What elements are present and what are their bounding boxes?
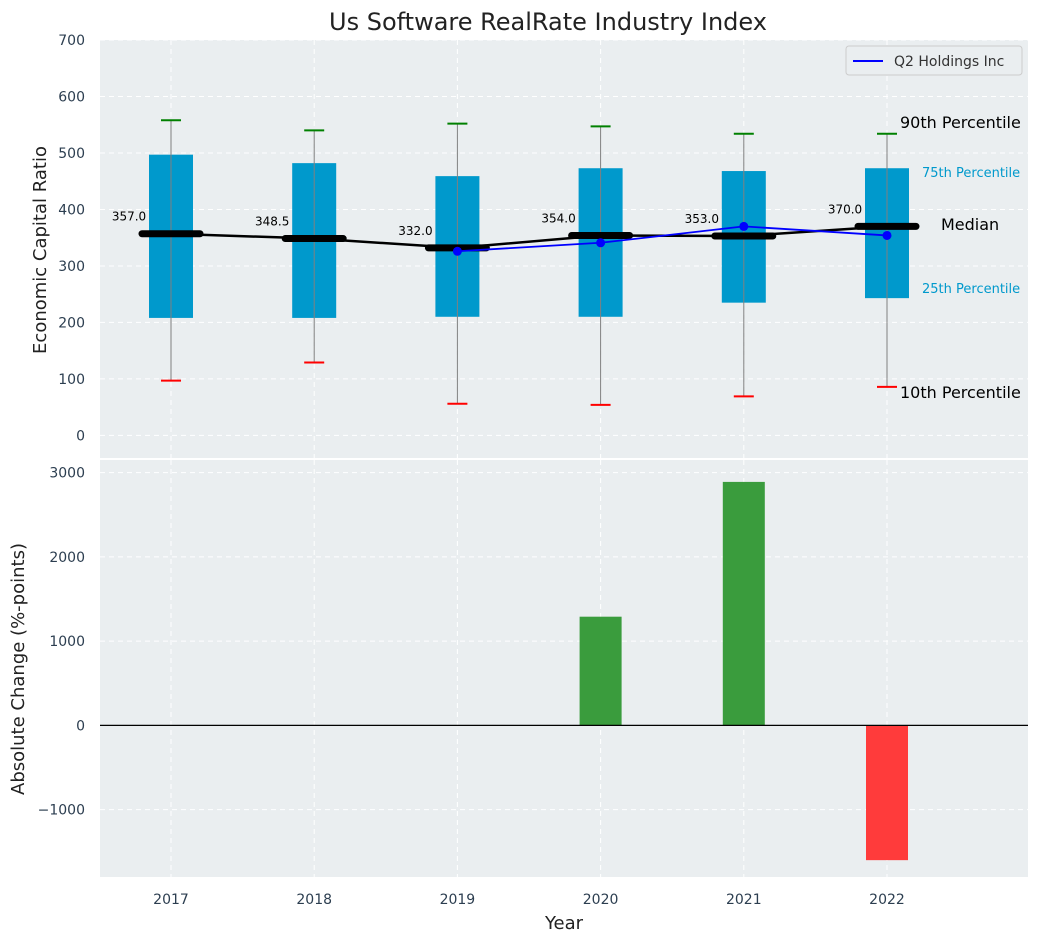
top-y-tick-label: 200 <box>58 315 85 331</box>
line-group <box>170 221 892 256</box>
bottom-y-tick-label: 0 <box>76 718 85 734</box>
change-bar-2020 <box>579 616 622 726</box>
chart-title: Us Software RealRate Industry Index <box>329 8 767 36</box>
top-y-tick-label: 500 <box>58 146 85 162</box>
series-point-2020 <box>596 238 606 248</box>
annotation-p10: 10th Percentile <box>900 383 1021 402</box>
x-tick-label: 2020 <box>583 892 619 908</box>
median-label-2020: 354.0 <box>541 211 575 225</box>
x-axis-label: Year <box>544 913 584 934</box>
median-label-2017: 357.0 <box>112 210 146 224</box>
annotation-p90: 90th Percentile <box>900 113 1021 132</box>
bottom-y-tick-label: 1000 <box>49 634 85 650</box>
annotation-p75: 75th Percentile <box>922 166 1020 181</box>
annotation-p25: 25th Percentile <box>922 282 1020 297</box>
legend-label: Q2 Holdings Inc <box>894 54 1004 70</box>
top-y-tick-label: 100 <box>58 372 85 388</box>
median-label-2022: 370.0 <box>828 202 862 216</box>
top-y-axis-label: Economic Capital Ratio <box>30 146 51 354</box>
x-tick-label: 2022 <box>869 892 905 908</box>
bottom-y-tick-label: −1000 <box>38 803 85 819</box>
annotation-median: Median <box>941 215 999 234</box>
median-line <box>170 225 888 250</box>
change-bar-2021 <box>722 481 765 726</box>
bottom-y-tick-label: 2000 <box>49 550 85 566</box>
median-label-2018: 348.5 <box>255 215 289 229</box>
top-y-tick-label: 0 <box>76 428 85 444</box>
legend-box <box>845 45 1023 76</box>
top-y-tick-label: 400 <box>58 202 85 218</box>
series-line-q2-holdings <box>457 225 888 253</box>
series-point-2022 <box>882 230 892 240</box>
change-bar-2022 <box>866 725 908 861</box>
percentile-annotations: 90th Percentile 75th Percentile Median 2… <box>900 113 1021 402</box>
series-point-2019 <box>452 246 462 256</box>
x-axis: 2017 2018 2019 2020 2021 2022 <box>153 892 905 908</box>
top-y-tick-label: 700 <box>58 33 85 49</box>
x-tick-label: 2018 <box>296 892 332 908</box>
series-point-2021 <box>739 221 749 231</box>
legend: Q2 Holdings Inc <box>845 45 1023 76</box>
top-y-tick-label: 600 <box>58 89 85 105</box>
x-tick-label: 2017 <box>153 892 189 908</box>
top-y-axis: 0 100 200 300 400 500 600 700 <box>58 33 85 444</box>
median-label-2021: 353.0 <box>685 212 719 226</box>
bar-group <box>100 481 1028 861</box>
top-y-tick-label: 300 <box>58 259 85 275</box>
median-label-2019: 332.0 <box>398 224 432 238</box>
bottom-y-axis: −1000 0 1000 2000 3000 <box>38 466 85 819</box>
bottom-y-tick-label: 3000 <box>49 466 85 482</box>
x-tick-label: 2021 <box>726 892 762 908</box>
x-tick-label: 2019 <box>440 892 476 908</box>
bottom-y-axis-label: Absolute Change (%-points) <box>8 543 29 795</box>
